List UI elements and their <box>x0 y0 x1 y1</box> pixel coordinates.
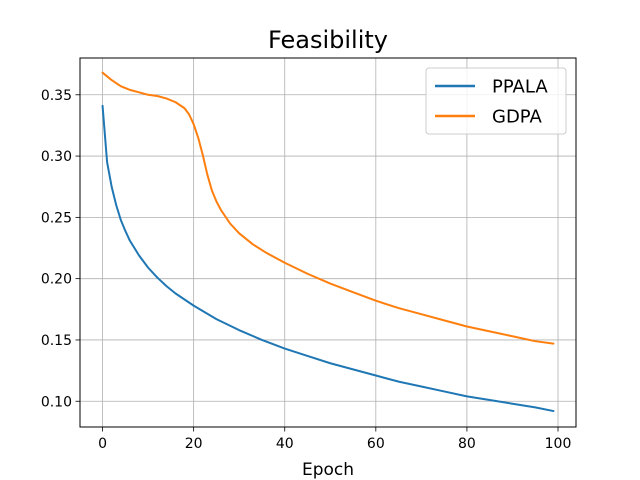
tick-layer: 0 20 40 60 80 100 0.10 0.15 0.20 0.25 0.30 0.35 <box>41 88 572 452</box>
legend-label-gdpa: GDPA <box>492 107 543 128</box>
legend-box <box>425 67 567 135</box>
y-tick-label: 0.15 <box>41 333 72 349</box>
x-tick-label: 20 <box>185 436 203 452</box>
x-tick-label: 0 <box>98 436 107 452</box>
x-tick-label: 60 <box>367 436 385 452</box>
y-tick-label: 0.10 <box>41 394 72 410</box>
legend-label-ppala: PPALA <box>492 77 548 98</box>
y-tick-label: 0.30 <box>41 149 72 165</box>
x-tick-label: 40 <box>276 436 294 452</box>
series-line-gdpa <box>101 71 555 345</box>
y-tick-label: 0.20 <box>41 272 72 288</box>
series-line-ppala <box>101 104 555 413</box>
y-tick-label: 0.35 <box>41 88 72 104</box>
x-tick-label: 100 <box>545 436 572 452</box>
legend: PPALA GDPA <box>425 67 567 135</box>
x-tick-label: 80 <box>458 436 476 452</box>
series-layer <box>101 71 555 413</box>
y-tick-label: 0.25 <box>41 210 72 226</box>
plot-frame <box>79 57 577 428</box>
chart-title: Feasibility <box>268 26 388 54</box>
x-axis-label: Epoch <box>302 460 354 480</box>
grid-layer <box>80 58 576 427</box>
